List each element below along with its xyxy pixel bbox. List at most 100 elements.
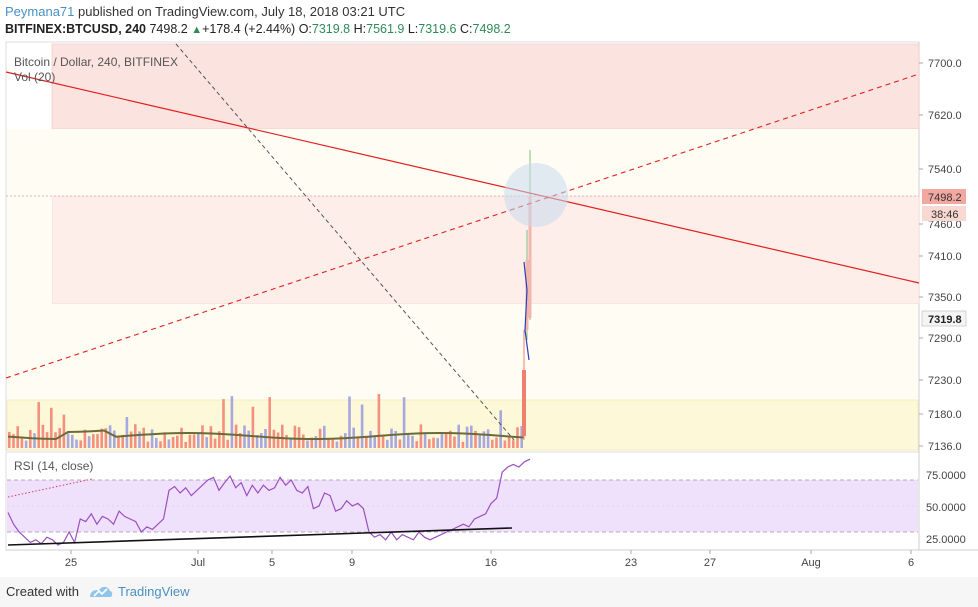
support-zone[interactable] xyxy=(6,399,919,451)
rsi-axis: 75.0000 50.0000 25.0000 xyxy=(926,470,966,546)
volume-bar xyxy=(297,427,301,448)
rsi-trendline[interactable] xyxy=(7,527,513,546)
volume-bar xyxy=(45,432,49,448)
volume-bar xyxy=(507,436,511,448)
volume-bar xyxy=(33,433,36,448)
volume-bar xyxy=(239,433,242,448)
volume-bar xyxy=(58,428,61,448)
volume-bar xyxy=(8,431,11,448)
volume-bar xyxy=(197,433,200,448)
volume-bar xyxy=(54,432,57,448)
volume-bar xyxy=(37,402,40,448)
rsi-legend: RSI (14, close) xyxy=(14,459,93,473)
high-value: 7561.9 xyxy=(366,22,405,36)
volume-bar xyxy=(71,434,74,448)
volume-bar xyxy=(96,434,99,448)
volume-legend: Vol (20) xyxy=(14,70,55,84)
volume-bar xyxy=(226,439,229,448)
high-label: H: xyxy=(353,22,367,36)
price-tick-label: 7620.0 xyxy=(928,110,962,122)
volume-bar xyxy=(138,431,141,448)
countdown-tag xyxy=(922,206,966,221)
candles xyxy=(522,150,532,440)
resistance-zone[interactable] xyxy=(51,43,920,130)
price-tick-label: 7700.0 xyxy=(928,58,962,70)
volume-bar xyxy=(268,397,271,448)
volume-bar xyxy=(323,425,326,448)
time-tick-label: Jul xyxy=(191,557,205,569)
mid-zone[interactable] xyxy=(51,195,920,305)
rsi-dotted-line[interactable] xyxy=(7,478,93,498)
candle-body xyxy=(522,370,526,436)
volume-bar xyxy=(373,437,376,448)
chart-header: Peymana71 published on TradingView.com, … xyxy=(0,0,978,40)
volume-bar xyxy=(457,424,460,448)
volume-bar xyxy=(41,424,45,448)
volume-bar xyxy=(495,437,498,448)
volume-bar xyxy=(499,410,502,448)
volume-bar xyxy=(486,429,490,448)
volume-bar xyxy=(281,424,284,448)
volume-bar xyxy=(423,432,427,448)
volume-bar xyxy=(163,432,166,448)
volume-bars xyxy=(8,394,523,448)
tradingview-logo-icon[interactable] xyxy=(88,581,114,601)
rsi-tick-label: 25.0000 xyxy=(926,534,966,546)
price-tick-label: 7290.0 xyxy=(928,333,962,345)
price-tick-label: 7230.0 xyxy=(928,375,962,387)
volume-bar xyxy=(83,429,87,448)
open-price-tag-text: 7319.8 xyxy=(928,314,962,326)
volume-bar xyxy=(491,439,494,448)
volume-bar xyxy=(285,435,288,448)
volume-bar xyxy=(50,407,53,448)
volume-bar xyxy=(92,434,95,448)
chart-canvas[interactable]: Bitcoin / Dollar, 240, BITFINEX Vol (20)… xyxy=(0,0,978,577)
close-label: C: xyxy=(460,22,473,36)
volume-bar xyxy=(129,431,133,448)
volume-bar xyxy=(428,439,431,448)
publish-info: Peymana71 published on TradingView.com, … xyxy=(5,4,405,19)
volume-bar xyxy=(230,396,234,448)
volume-bar xyxy=(461,441,465,448)
open-label: O: xyxy=(298,22,312,36)
volume-bar xyxy=(113,430,116,448)
footer: Created with TradingView xyxy=(0,577,978,607)
volume-bar xyxy=(482,431,486,448)
volume-bar xyxy=(260,433,263,448)
time-tick-label: 5 xyxy=(269,557,275,569)
volume-bar xyxy=(150,429,154,448)
price-tick-label: 7460.0 xyxy=(928,219,962,231)
volume-bar xyxy=(310,437,313,448)
volume-ma-line xyxy=(7,429,525,441)
ascending-dashed-trendline[interactable] xyxy=(5,73,920,379)
volume-bar xyxy=(234,424,238,448)
symbol-name: BITFINEX:BTCUSD, 240 xyxy=(5,22,146,36)
background-cream-mid xyxy=(52,129,918,196)
volume-bar xyxy=(125,417,129,448)
time-axis: 25 Jul 5 9 16 23 27 Aug 6 xyxy=(65,550,914,569)
volume-bar xyxy=(390,428,393,448)
volume-bar xyxy=(243,425,246,448)
volume-bar xyxy=(470,425,473,448)
volume-bar xyxy=(344,433,347,448)
volume-bar xyxy=(302,434,305,448)
dashed-gray-line[interactable] xyxy=(175,43,515,441)
published-text: published on TradingView.com, July 18, 2… xyxy=(74,4,406,19)
volume-bar xyxy=(121,434,124,448)
volume-bar xyxy=(360,404,364,448)
highlight-circle[interactable] xyxy=(504,163,568,227)
volume-bar xyxy=(314,436,318,448)
volume-bar xyxy=(512,440,515,448)
tradingview-brand-link[interactable]: TradingView xyxy=(118,584,190,599)
volume-bar xyxy=(171,437,175,448)
volume-bar xyxy=(411,435,414,448)
author-link[interactable]: Peymana71 xyxy=(5,4,75,19)
time-tick-label: 9 xyxy=(349,557,355,569)
volume-bar xyxy=(205,437,208,448)
background-cream-low xyxy=(52,304,918,400)
volume-bar xyxy=(24,440,28,448)
volume-bar xyxy=(188,434,192,448)
descending-trendline[interactable] xyxy=(5,71,920,284)
volume-bar xyxy=(356,438,360,448)
volume-bar xyxy=(444,433,448,448)
